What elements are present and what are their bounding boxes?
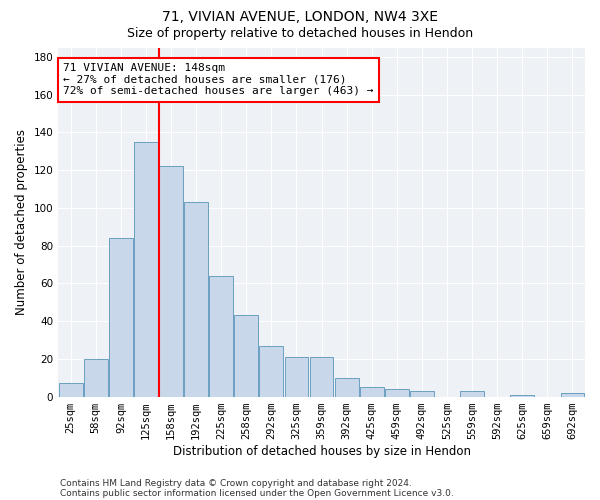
Bar	[511, 394, 534, 396]
Bar	[310, 357, 334, 397]
Bar	[259, 346, 283, 397]
Bar	[209, 276, 233, 396]
Bar	[184, 202, 208, 396]
Bar	[335, 378, 359, 396]
Y-axis label: Number of detached properties: Number of detached properties	[15, 129, 28, 315]
Bar	[385, 389, 409, 396]
Bar	[235, 316, 258, 396]
Bar	[460, 391, 484, 396]
Bar	[284, 357, 308, 397]
Text: 71, VIVIAN AVENUE, LONDON, NW4 3XE: 71, VIVIAN AVENUE, LONDON, NW4 3XE	[162, 10, 438, 24]
Text: Contains public sector information licensed under the Open Government Licence v3: Contains public sector information licen…	[60, 488, 454, 498]
Text: Contains HM Land Registry data © Crown copyright and database right 2024.: Contains HM Land Registry data © Crown c…	[60, 478, 412, 488]
Text: Size of property relative to detached houses in Hendon: Size of property relative to detached ho…	[127, 28, 473, 40]
Bar	[84, 359, 108, 397]
Bar	[134, 142, 158, 397]
Bar	[109, 238, 133, 396]
X-axis label: Distribution of detached houses by size in Hendon: Distribution of detached houses by size …	[173, 444, 470, 458]
Bar	[159, 166, 183, 396]
Bar	[410, 391, 434, 396]
Text: 71 VIVIAN AVENUE: 148sqm
← 27% of detached houses are smaller (176)
72% of semi-: 71 VIVIAN AVENUE: 148sqm ← 27% of detach…	[64, 63, 374, 96]
Bar	[360, 387, 383, 396]
Bar	[560, 393, 584, 396]
Bar	[59, 384, 83, 396]
